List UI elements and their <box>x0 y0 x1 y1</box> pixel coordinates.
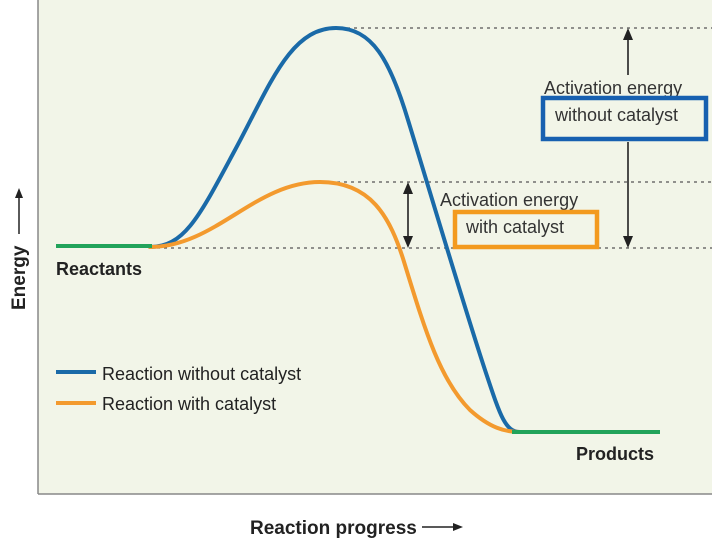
legend-label-uncatalyzed: Reaction without catalyst <box>102 364 301 384</box>
legend: Reaction without catalyst Reaction with … <box>56 364 301 414</box>
y-axis-label: Energy <box>9 245 30 310</box>
highlight-box-uncatalyzed <box>540 95 709 142</box>
highlight-box-catalyzed <box>452 209 600 250</box>
ea-uncatalyzed-label-line1: Activation energy <box>544 78 682 98</box>
ea-uncatalyzed-arrow <box>623 28 633 248</box>
x-axis-label: Reaction progress <box>250 518 417 539</box>
ea-catalyzed-label-line1: Activation energy <box>440 190 578 210</box>
ea-uncatalyzed-label-line2: without catalyst <box>554 105 678 125</box>
legend-label-catalyzed: Reaction with catalyst <box>102 394 276 414</box>
ea-catalyzed-arrow <box>403 182 413 248</box>
x-axis-arrow <box>422 523 463 531</box>
y-axis-title: Energy <box>9 188 30 310</box>
catalyzed-curve <box>148 179 522 434</box>
products-label: Products <box>576 444 654 464</box>
reactants-label: Reactants <box>56 259 142 279</box>
uncatalyzed-curve <box>148 25 522 434</box>
ea-catalyzed-label-line2: with catalyst <box>465 217 564 237</box>
